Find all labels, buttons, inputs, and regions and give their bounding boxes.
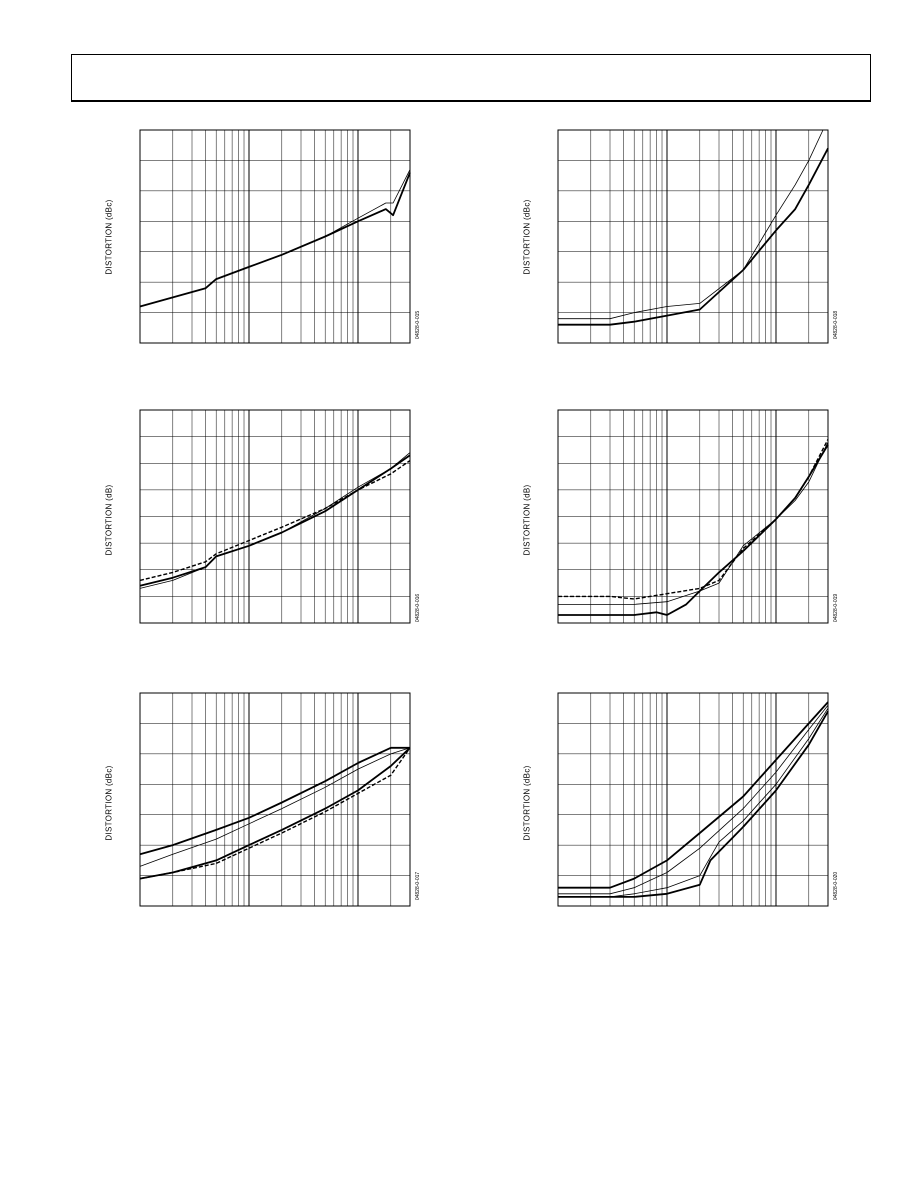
chart-2-plot [557,129,829,344]
chart-4-grid [557,409,829,624]
chart-2-ylabel: DISTORTION (dBc) [522,199,532,275]
chart-5-frame [139,692,411,907]
chart-6-series-1-line [558,701,829,889]
chart-1-series-1-line [139,172,411,308]
chart-panel-6: DISTORTION (dBc) 04828-0-020 [518,688,839,918]
chart-2-frame [557,129,829,344]
chart-4-figure-id: 04828-0-019 [833,593,839,623]
chart-3-figure-id: 04828-0-016 [415,593,421,623]
chart-1-grid [139,129,411,344]
chart-5-series-4-line [139,747,411,880]
chart-3-ylabel: DISTORTION (dB) [104,484,114,556]
chart-6-figure-id: 04828-0-020 [833,871,839,901]
chart-5-ylabel: DISTORTION (dBc) [104,765,114,841]
chart-5-plot [139,692,411,907]
chart-6-plot [557,692,829,907]
chart-1-figure-id: 04828-0-015 [415,310,421,340]
chart-4-series-2-line [558,441,829,605]
chart-2-figure-id: 04828-0-018 [833,310,839,340]
chart-5-series-3-line [139,747,411,880]
chart-6-frame [557,692,829,907]
chart-1-frame [139,129,411,344]
chart-2-series-2-line [558,129,824,320]
chart-3-frame [139,409,411,624]
chart-3-grid [139,409,411,624]
chart-panel-4: DISTORTION (dB) 04828-0-019 [518,405,839,635]
chart-6-series-2-line [558,704,829,895]
chart-4-series-3-line [558,444,829,616]
chart-5-grid [139,692,411,907]
chart-5-series-1-line [139,746,410,856]
chart-panel-3: DISTORTION (dB) 04828-0-016 [100,405,421,635]
chart-4-ylabel: DISTORTION (dB) [522,484,532,556]
chart-5-figure-id: 04828-0-017 [415,871,421,901]
chart-5-series-2-line [139,747,411,867]
chart-panel-1: DISTORTION (dBc) 04828-0-015 [100,125,421,355]
chart-6-series-3-line [558,707,829,898]
chart-6-ylabel: DISTORTION (dBc) [522,765,532,841]
page-header-frame [71,54,871,102]
chart-4-plot [557,409,829,624]
chart-panel-5: DISTORTION (dBc) 04828-0-017 [100,688,421,918]
chart-2-series-1-line [558,147,829,326]
chart-4-frame [557,409,829,624]
chart-panel-2: DISTORTION (dBc) 04828-0-018 [518,125,839,355]
chart-3-series-1-line [139,454,411,587]
chart-3-series-2-line [139,460,411,582]
chart-3-plot [139,409,411,624]
chart-6-series-4-line [558,710,829,898]
chart-6-grid [557,692,829,907]
chart-1-plot [139,129,411,344]
chart-1-series-2-line [139,169,411,307]
chart-3-series-3-line [139,452,411,589]
chart-1-ylabel: DISTORTION (dBc) [104,199,114,275]
